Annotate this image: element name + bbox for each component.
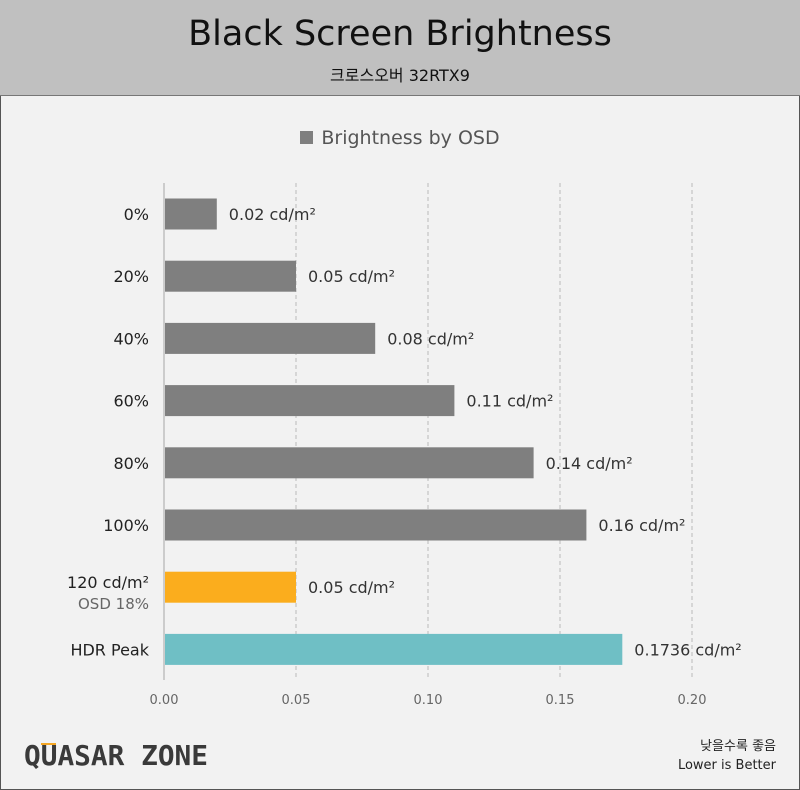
bar	[165, 260, 296, 292]
note-english: Lower is Better	[677, 758, 776, 773]
note-korean: 낮을수록 좋음	[700, 739, 776, 754]
footnote: 낮을수록 좋음 Lower is Better	[678, 737, 776, 775]
category-label: 0%	[124, 205, 149, 224]
category-sublabel: OSD 18%	[78, 595, 149, 613]
x-tick-label: 0.10	[414, 693, 443, 708]
data-label: 0.05 cd/m²	[308, 267, 395, 286]
category-label: 120 cd/m²	[67, 573, 149, 592]
bar	[165, 385, 455, 417]
category-label: 40%	[113, 329, 149, 348]
chart-subtitle: 크로스오버 32RTX9	[330, 66, 470, 85]
bar	[165, 322, 376, 354]
bar	[165, 509, 587, 541]
category-label: 100%	[103, 516, 149, 535]
legend: Brightness by OSD	[0, 127, 800, 149]
bar	[165, 447, 534, 479]
data-label: 0.02 cd/m²	[229, 205, 316, 224]
bar	[165, 633, 623, 665]
x-tick-label: 0.05	[282, 693, 311, 708]
category-label: HDR Peak	[70, 640, 149, 659]
data-label: 0.14 cd/m²	[546, 454, 633, 473]
data-label: 0.08 cd/m²	[387, 329, 474, 348]
quasarzone-logo: QUASAR ZONE	[24, 738, 214, 774]
category-label: 80%	[113, 454, 149, 473]
chart-header: Black Screen Brightness 크로스오버 32RTX9	[0, 0, 800, 96]
chart-title: Black Screen Brightness	[188, 14, 612, 54]
data-label: 0.05 cd/m²	[308, 578, 395, 597]
category-label: 60%	[113, 392, 149, 411]
category-label: 20%	[113, 267, 149, 286]
bar	[165, 198, 217, 230]
legend-swatch	[300, 131, 314, 144]
legend-label: Brightness by OSD	[321, 127, 500, 149]
data-label: 0.11 cd/m²	[466, 392, 553, 411]
x-tick-label: 0.00	[150, 693, 179, 708]
bar	[165, 571, 296, 603]
data-label: 0.1736 cd/m²	[634, 640, 741, 659]
x-tick-label: 0.15	[546, 693, 575, 708]
data-label: 0.16 cd/m²	[598, 516, 685, 535]
x-tick-label: 0.20	[678, 693, 707, 708]
